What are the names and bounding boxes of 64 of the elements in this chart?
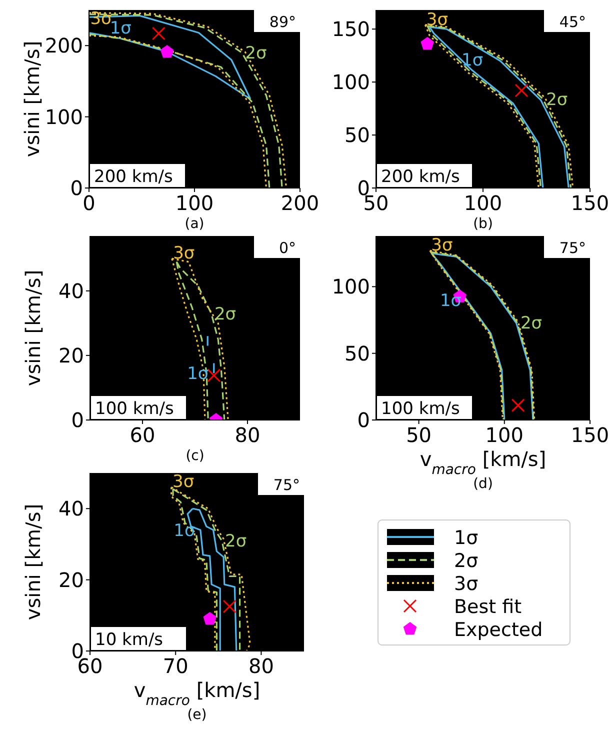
y-tick-label: 50 — [344, 341, 370, 366]
x-tick-label: 60 — [130, 423, 156, 447]
annotation: 100 km/s — [95, 399, 174, 419]
legend-label: 2σ — [454, 550, 478, 572]
x-tick-label: 50 — [406, 423, 432, 447]
annotation: 1σ — [440, 291, 462, 311]
annotation: 75° — [273, 476, 300, 494]
annotation: 2σ — [520, 314, 542, 334]
y-axis-title: vsini [km/s] — [20, 40, 44, 158]
text: (c) — [186, 448, 204, 464]
annotation: 1σ — [187, 364, 209, 384]
text: (a) — [184, 216, 204, 232]
annotation: 89° — [269, 13, 296, 31]
x-tick-label: 200 — [280, 191, 320, 215]
y-tick-label: 0 — [357, 408, 370, 432]
y-tick-label: 150 — [332, 17, 370, 42]
annotation: 200 km/s — [381, 167, 460, 187]
legend-label: Best fit — [454, 596, 522, 618]
annotation: 0° — [278, 239, 296, 257]
x-tick-label: 70 — [162, 654, 188, 678]
y-tick-label: 40 — [58, 278, 84, 303]
x-axis-title: v$_{macro}$ [km/s] — [134, 678, 260, 709]
legend-label: 1σ — [454, 527, 478, 549]
x-tick-label: 100 — [485, 423, 524, 447]
x-tick-label: 150 — [570, 191, 610, 215]
annotation: 10 km/s — [95, 630, 164, 650]
x-axis-title: v$_{macro}$ [km/s] — [420, 447, 546, 478]
annotation: 3σ — [431, 236, 453, 256]
y-tick-label: 100 — [44, 104, 83, 129]
annotation: 3σ — [172, 472, 194, 492]
legend-label: Expected — [454, 619, 543, 641]
y-tick-label: 200 — [44, 34, 83, 58]
y-axis-title: vsini [km/s] — [21, 504, 45, 620]
annotation: 100 km/s — [381, 399, 460, 419]
x-tick-label: 150 — [570, 423, 610, 447]
annotation: 2σ — [225, 532, 247, 552]
y-tick-label: 20 — [58, 568, 84, 592]
y-axis-title: vsini [km/s] — [21, 270, 45, 386]
y-tick-label: 40 — [58, 496, 84, 521]
annotation: 3σ — [426, 10, 448, 30]
y-tick-label: 0 — [70, 176, 83, 200]
annotation: 2σ — [245, 44, 267, 64]
annotation: 45° — [559, 13, 586, 31]
annotation: 3σ — [173, 244, 195, 264]
annotation: 2σ — [214, 304, 236, 324]
text: (b) — [473, 216, 493, 232]
text: (d) — [473, 476, 493, 492]
x-tick-label: 100 — [175, 191, 214, 215]
y-tick-label: 50 — [344, 123, 370, 148]
y-tick-label: 100 — [332, 70, 370, 94]
annotation: 1σ — [462, 50, 484, 70]
annotation: 75° — [559, 239, 586, 257]
y-tick-label: 20 — [58, 343, 84, 368]
y-tick-label: 0 — [71, 408, 84, 432]
annotation: 200 km/s — [94, 167, 173, 187]
x-tick-label: 80 — [248, 654, 274, 678]
text: (e) — [187, 707, 207, 723]
x-tick-label: 80 — [234, 423, 260, 447]
annotation: 1σ — [174, 520, 196, 541]
x-tick-label: 100 — [464, 191, 502, 215]
y-tick-label: 100 — [332, 274, 370, 299]
annotation: 1σ — [110, 18, 132, 38]
annotation: 2σ — [546, 90, 568, 110]
legend-label: 3σ — [454, 573, 478, 595]
